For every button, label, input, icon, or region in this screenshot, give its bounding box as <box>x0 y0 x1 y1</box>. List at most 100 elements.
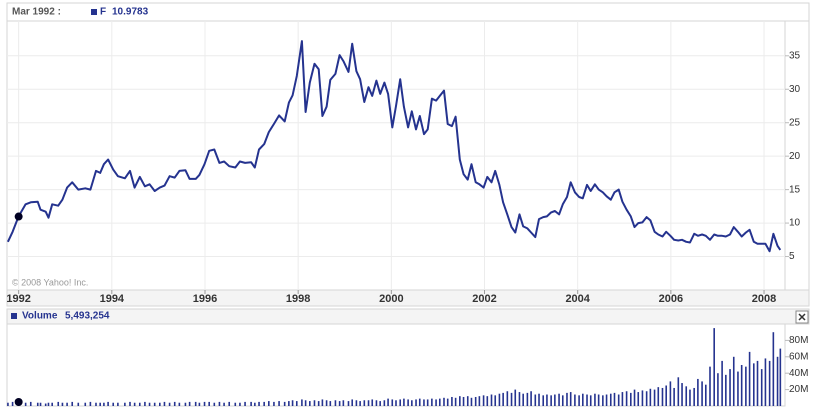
volume-bar <box>129 401 131 406</box>
volume-bar <box>649 388 652 406</box>
volume-bar <box>148 402 151 406</box>
volume-bar <box>383 400 386 406</box>
volume-bar <box>84 402 87 406</box>
volume-bar <box>309 401 311 406</box>
volume-bar <box>629 392 632 406</box>
y-tick-label: 20 <box>789 151 801 162</box>
volume-bar <box>490 394 493 406</box>
volume-bar <box>117 402 119 406</box>
volume-bar <box>51 402 53 406</box>
volume-bar <box>721 360 723 406</box>
volume-bar <box>334 400 337 406</box>
volume-bar <box>737 371 739 406</box>
volume-bar <box>589 395 592 406</box>
volume-bar <box>228 401 231 406</box>
volume-plot <box>6 323 786 407</box>
close-icon[interactable] <box>798 313 806 321</box>
volume-bar <box>451 396 453 406</box>
volume-bar <box>641 390 644 406</box>
volume-bar <box>375 400 378 406</box>
volume-bar <box>514 389 517 406</box>
volume-bar <box>89 401 92 406</box>
volume-bar <box>57 401 60 406</box>
volume-bar <box>653 389 656 406</box>
y-tick-label: 35 <box>789 50 801 61</box>
volume-bar <box>713 328 715 406</box>
legend-swatch <box>11 313 17 319</box>
volume-bar <box>510 392 513 406</box>
volume-bar <box>415 399 417 406</box>
volume-bar <box>526 392 529 406</box>
volume-bar <box>418 398 421 406</box>
volume-bar <box>645 391 648 406</box>
volume-bar <box>359 401 361 406</box>
x-axis-strip <box>6 289 810 307</box>
volume-bar <box>506 391 509 406</box>
volume-bar <box>681 383 683 406</box>
volume-bar <box>273 401 275 406</box>
volume-bar <box>466 396 469 406</box>
volume-bar <box>208 401 210 406</box>
x-tick-label: 2006 <box>659 293 683 305</box>
volume-bar <box>633 389 636 406</box>
y-tick-label: 60M <box>789 351 808 362</box>
volume-bar <box>748 351 751 406</box>
volume-bar <box>697 378 699 406</box>
y-tick-label: 40M <box>789 368 808 379</box>
volume-bar <box>411 400 413 406</box>
volume-bar <box>218 401 221 406</box>
volume-bar <box>569 392 572 406</box>
volume-bar <box>602 395 604 406</box>
y-tick-label: 80M <box>789 335 808 346</box>
volume-bar <box>11 401 14 406</box>
close-button[interactable] <box>795 310 809 324</box>
volume-bar <box>478 396 481 406</box>
volume-bar <box>701 381 703 406</box>
volume-bar <box>194 401 197 406</box>
volume-bar <box>625 391 628 406</box>
volume-bar <box>379 401 381 406</box>
volume-bar <box>768 360 771 406</box>
volume-bar <box>36 402 39 406</box>
y-tick-label: 20M <box>789 384 808 395</box>
volume-bar <box>609 393 612 406</box>
volume-bar <box>391 399 394 406</box>
volume-bar <box>617 394 620 406</box>
volume-bar <box>317 401 320 406</box>
price-readout: 10.9783 <box>112 7 149 18</box>
volume-bar <box>486 396 489 406</box>
x-tick-label: 2008 <box>752 293 776 305</box>
volume-bar <box>550 395 552 406</box>
volume-bar <box>301 399 303 406</box>
volume-bar <box>693 387 695 406</box>
volume-bar <box>325 400 328 406</box>
volume-bar <box>776 356 779 406</box>
volume-bar <box>168 402 171 406</box>
volume-bar <box>538 393 540 406</box>
volume-bar <box>661 387 664 406</box>
volume-bar <box>597 394 600 406</box>
volume-bar <box>752 363 755 406</box>
volume-bar <box>566 392 568 406</box>
volume-bar <box>263 401 265 406</box>
volume-bar <box>371 399 374 406</box>
volume-bar <box>234 402 237 406</box>
volume-bar <box>637 392 640 406</box>
volume-bar <box>24 402 27 406</box>
credit: © 2008 Yahoo! Inc. <box>12 277 88 287</box>
volume-bar <box>178 402 181 406</box>
volume-bar <box>244 401 246 406</box>
volume-bar <box>518 392 521 406</box>
volume-bar <box>717 373 719 406</box>
volume-bar <box>124 402 126 406</box>
volume-bar <box>546 394 548 406</box>
volume-bar <box>288 401 290 406</box>
volume-bar <box>203 401 206 406</box>
volume-bar <box>454 397 457 406</box>
volume-bar <box>431 398 433 406</box>
volume-bar <box>44 403 47 406</box>
volume-bar <box>338 401 341 406</box>
volume-bar <box>779 348 782 406</box>
volume-bar <box>95 402 97 406</box>
volume-bar <box>7 402 9 406</box>
